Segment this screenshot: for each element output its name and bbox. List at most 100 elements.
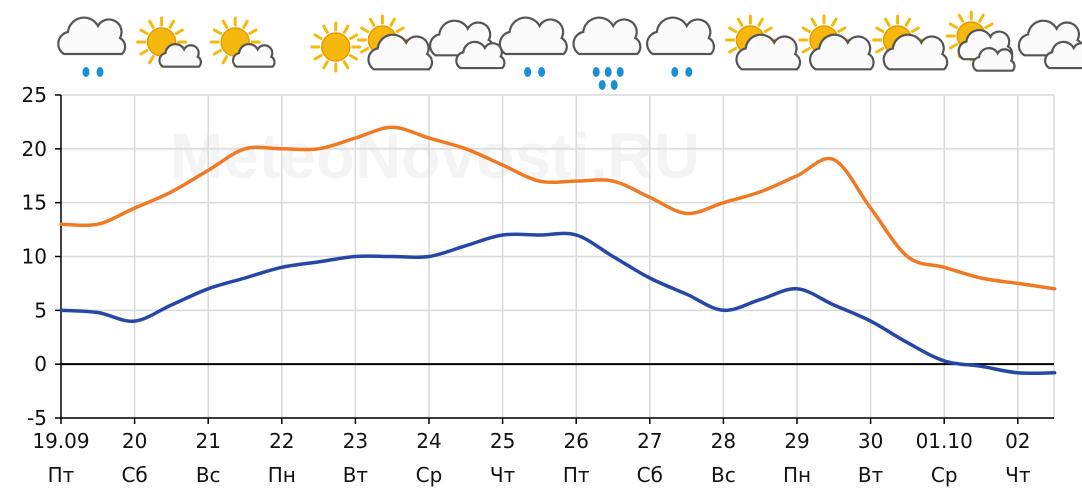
sun-ray [148,19,155,29]
sun-ray [801,26,811,33]
sun-ray [763,26,773,33]
sun-ray [313,33,323,40]
cloud-shape [158,43,202,68]
sun-cloud-icon [209,16,276,68]
sun-cloud-icon [136,16,202,68]
x-tick-day: Чт [490,463,516,487]
x-tick-day: Ср [931,463,958,487]
cloud-shape [572,16,642,56]
sun-ray [957,13,965,23]
x-tick-date: 30 [858,429,883,453]
x-tick-date: 23 [343,429,368,453]
x-tick-day: Вт [343,463,369,487]
sun-ray [884,17,891,27]
sun-ray [728,47,738,54]
x-tick-day: Сб [637,463,663,487]
sun-icon [310,21,362,73]
cloud-shape [735,33,802,71]
x-tick-day: Пн [268,463,296,487]
sun-ray [322,24,329,34]
sun-ray [148,55,155,65]
cloud-rain-icon [646,16,715,77]
x-tick-date: 25 [490,429,515,453]
sun-ray [349,54,359,61]
sun-ray [242,19,249,29]
sun-ray [221,19,229,29]
x-tick-day: Ср [416,463,443,487]
sun-ray [139,28,149,35]
x-tick-day: Пн [783,463,811,487]
x-tick-date: 02 [1005,429,1030,453]
sun-ray [212,49,222,56]
sun-ray [978,13,985,23]
y-tick-label: 10 [22,245,47,269]
sun-ray [948,22,958,29]
sun-ray [342,24,350,34]
weather-icons-row [57,10,1082,90]
sun-ray [810,17,817,27]
sun-ray [221,55,229,65]
sun-cloud-icon [798,14,875,71]
sun-ray [360,26,370,33]
sun-ray [837,26,847,33]
x-tick-date: 21 [195,429,220,453]
sun-ray [736,17,744,27]
chart-grid [60,94,1055,419]
x-axis-ticks: 19.09 Пт 20 Сб 21 Вс 22 Пн 23 Вт 24 Ср 25 Чт 26 Пт 27 Сб 2… [32,418,1031,487]
sun-ray [368,17,376,27]
x-tick-date: 29 [784,429,809,453]
x-tick-day: Сб [121,463,147,487]
x-tick-date: 28 [711,429,736,453]
sun-ray [875,26,885,33]
cloud-shape [1044,40,1082,70]
x-tick-day: Пт [563,463,590,487]
sun-ray [248,28,258,35]
x-tick-date: 01.10 [916,429,973,453]
rain-drop [538,67,546,77]
y-tick-label: 25 [22,83,47,107]
cloud-shape [882,33,949,71]
y-tick-label: 15 [22,191,47,215]
cloud-shape [232,43,276,68]
sun-ray [757,17,764,27]
rain-drop [96,67,104,77]
x-tick-day: Вс [711,463,736,487]
sun-disc [321,32,351,62]
sun-ray [875,47,885,54]
rain-drop [82,67,90,77]
x-tick-date: 26 [563,429,588,453]
x-tick-date: 19.09 [32,429,89,453]
y-tick-label: 5 [34,298,47,322]
series-lines [59,125,1057,376]
cloud-shape [455,40,506,70]
sun-ray [174,28,184,35]
sun-ray [831,17,838,27]
y-axis-ticks: -5 0 5 10 15 20 25 [22,83,61,430]
rain-drop [604,67,612,77]
sun-cloud-icon [872,14,949,71]
rain-drop [616,67,624,77]
sun-ray [948,43,958,50]
x-tick-date: 22 [269,429,294,453]
sun-ray [342,60,350,70]
x-tick-date: 24 [416,429,441,453]
x-tick-day: Вт [858,463,884,487]
cloud-heavy-rain-icon [572,16,642,90]
x-tick-date: 27 [637,429,662,453]
cloud-shape [808,33,875,71]
max-temperature-line [59,125,1057,291]
y-tick-label: 20 [22,137,47,161]
x-tick-day: Пт [48,463,75,487]
min-temperature-line [59,231,1057,376]
rain-drop [610,80,618,90]
cloud-shape [972,47,1016,72]
sun-ray [389,17,396,27]
x-tick-day: Вс [196,463,221,487]
clouds-icon [428,19,506,70]
rain-drop [592,67,600,77]
sun-cloud-icon [356,14,434,71]
x-tick-day: Чт [1005,463,1031,487]
cloud-rain-icon [498,16,568,77]
sun-ray [322,60,329,70]
